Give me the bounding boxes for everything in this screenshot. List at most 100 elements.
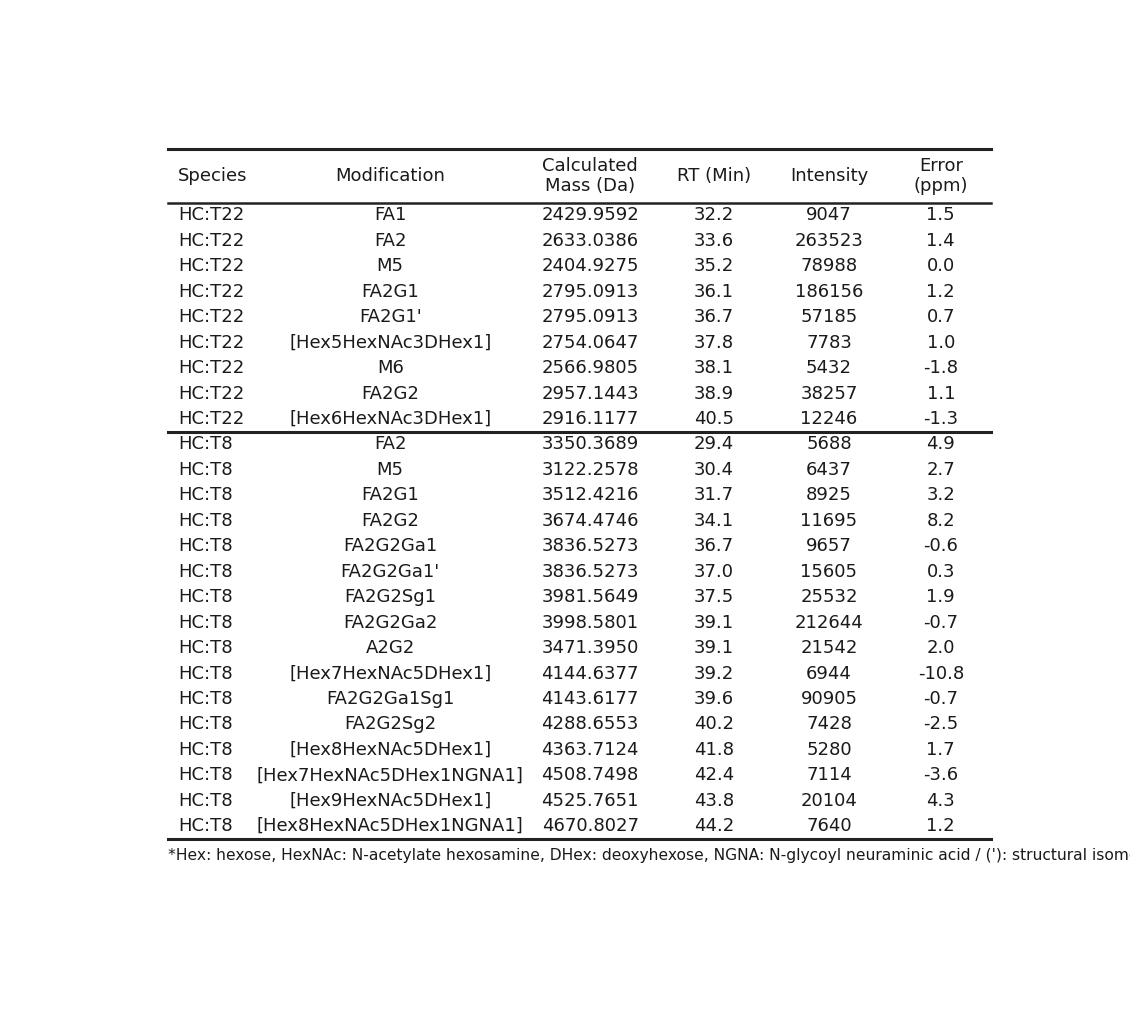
Text: 5688: 5688: [806, 435, 852, 454]
Text: 42.4: 42.4: [694, 767, 733, 784]
Text: 31.7: 31.7: [694, 486, 733, 504]
Text: M5: M5: [376, 461, 403, 479]
Text: 37.0: 37.0: [694, 562, 733, 581]
Text: 37.5: 37.5: [694, 588, 733, 606]
Text: 1.1: 1.1: [927, 384, 955, 403]
Text: 15605: 15605: [800, 562, 858, 581]
Text: -2.5: -2.5: [923, 715, 958, 733]
Text: -0.7: -0.7: [923, 690, 958, 708]
Text: 8925: 8925: [806, 486, 852, 504]
Text: 39.6: 39.6: [694, 690, 733, 708]
Text: M6: M6: [376, 359, 403, 377]
Text: [Hex8HexNAc5DHex1]: [Hex8HexNAc5DHex1]: [289, 740, 492, 759]
Text: 3.2: 3.2: [927, 486, 955, 504]
Text: 3350.3689: 3350.3689: [541, 435, 638, 454]
Text: 2795.0913: 2795.0913: [541, 283, 638, 301]
Text: HC:T22: HC:T22: [179, 206, 244, 225]
Text: HC:T8: HC:T8: [179, 537, 233, 555]
Text: FA2G2Sg2: FA2G2Sg2: [345, 715, 436, 733]
Text: -1.3: -1.3: [923, 410, 958, 428]
Text: 4288.6553: 4288.6553: [541, 715, 638, 733]
Text: HC:T22: HC:T22: [179, 283, 244, 301]
Text: 30.4: 30.4: [694, 461, 733, 479]
Text: 2566.9805: 2566.9805: [541, 359, 638, 377]
Text: 2404.9275: 2404.9275: [541, 257, 638, 276]
Text: HC:T8: HC:T8: [179, 818, 233, 835]
Text: 1.2: 1.2: [927, 283, 955, 301]
Text: HC:T8: HC:T8: [179, 512, 233, 530]
Text: HC:T8: HC:T8: [179, 562, 233, 581]
Text: -3.6: -3.6: [923, 767, 958, 784]
Text: [Hex9HexNAc5DHex1]: [Hex9HexNAc5DHex1]: [289, 792, 492, 810]
Text: HC:T22: HC:T22: [179, 410, 244, 428]
Text: FA2G2Ga1: FA2G2Ga1: [344, 537, 437, 555]
Text: FA2G1: FA2G1: [362, 283, 419, 301]
Text: 5280: 5280: [806, 740, 852, 759]
Text: Error
(ppm): Error (ppm): [913, 157, 968, 195]
Text: HC:T8: HC:T8: [179, 767, 233, 784]
Text: -0.7: -0.7: [923, 613, 958, 632]
Text: Species: Species: [179, 167, 247, 185]
Text: [Hex7HexNAc5DHex1NGNA1]: [Hex7HexNAc5DHex1NGNA1]: [257, 767, 523, 784]
Text: M5: M5: [376, 257, 403, 276]
Text: HC:T8: HC:T8: [179, 588, 233, 606]
Text: HC:T22: HC:T22: [179, 334, 244, 352]
Text: 7114: 7114: [806, 767, 852, 784]
Text: [Hex6HexNAc3DHex1]: [Hex6HexNAc3DHex1]: [289, 410, 492, 428]
Text: 1.9: 1.9: [927, 588, 955, 606]
Text: 4.3: 4.3: [927, 792, 955, 810]
Text: HC:T8: HC:T8: [179, 792, 233, 810]
Text: 3674.4746: 3674.4746: [541, 512, 638, 530]
Text: 90905: 90905: [800, 690, 858, 708]
Text: 38.9: 38.9: [694, 384, 733, 403]
Text: 25532: 25532: [800, 588, 858, 606]
Text: 37.8: 37.8: [694, 334, 733, 352]
Text: HC:T22: HC:T22: [179, 232, 244, 250]
Text: HC:T22: HC:T22: [179, 308, 244, 326]
Text: 21542: 21542: [800, 639, 858, 657]
Text: 4143.6177: 4143.6177: [541, 690, 638, 708]
Text: HC:T8: HC:T8: [179, 461, 233, 479]
Text: 7783: 7783: [806, 334, 852, 352]
Text: 39.1: 39.1: [694, 639, 733, 657]
Text: HC:T8: HC:T8: [179, 690, 233, 708]
Text: 43.8: 43.8: [694, 792, 733, 810]
Text: FA2G2Ga1Sg1: FA2G2Ga1Sg1: [327, 690, 454, 708]
Text: 38.1: 38.1: [694, 359, 733, 377]
Text: 38257: 38257: [800, 384, 858, 403]
Text: FA1: FA1: [374, 206, 407, 225]
Text: 12246: 12246: [800, 410, 858, 428]
Text: 186156: 186156: [794, 283, 863, 301]
Text: 4508.7498: 4508.7498: [541, 767, 638, 784]
Text: FA2: FA2: [374, 232, 407, 250]
Text: 1.2: 1.2: [927, 818, 955, 835]
Text: 4670.8027: 4670.8027: [541, 818, 638, 835]
Text: FA2G2Ga2: FA2G2Ga2: [344, 613, 437, 632]
Text: FA2: FA2: [374, 435, 407, 454]
Text: FA2G2Sg1: FA2G2Sg1: [345, 588, 436, 606]
Text: 7428: 7428: [806, 715, 852, 733]
Text: 2.0: 2.0: [927, 639, 955, 657]
Text: FA2G2: FA2G2: [362, 384, 419, 403]
Text: -0.6: -0.6: [923, 537, 958, 555]
Text: RT (Min): RT (Min): [677, 167, 750, 185]
Text: 1.7: 1.7: [927, 740, 955, 759]
Text: FA2G1': FA2G1': [359, 308, 421, 326]
Text: [Hex8HexNAc5DHex1NGNA1]: [Hex8HexNAc5DHex1NGNA1]: [257, 818, 523, 835]
Text: 9047: 9047: [806, 206, 852, 225]
Text: 29.4: 29.4: [694, 435, 733, 454]
Text: [Hex7HexNAc5DHex1]: [Hex7HexNAc5DHex1]: [289, 664, 492, 682]
Text: 2754.0647: 2754.0647: [541, 334, 638, 352]
Text: FA2G1: FA2G1: [362, 486, 419, 504]
Text: 1.5: 1.5: [927, 206, 955, 225]
Text: 78988: 78988: [800, 257, 858, 276]
Text: 5432: 5432: [806, 359, 852, 377]
Text: 9657: 9657: [806, 537, 852, 555]
Text: 11695: 11695: [800, 512, 858, 530]
Text: 3512.4216: 3512.4216: [541, 486, 638, 504]
Text: 0.0: 0.0: [927, 257, 955, 276]
Text: 0.7: 0.7: [927, 308, 955, 326]
Text: HC:T8: HC:T8: [179, 639, 233, 657]
Text: Modification: Modification: [336, 167, 445, 185]
Text: 1.4: 1.4: [927, 232, 955, 250]
